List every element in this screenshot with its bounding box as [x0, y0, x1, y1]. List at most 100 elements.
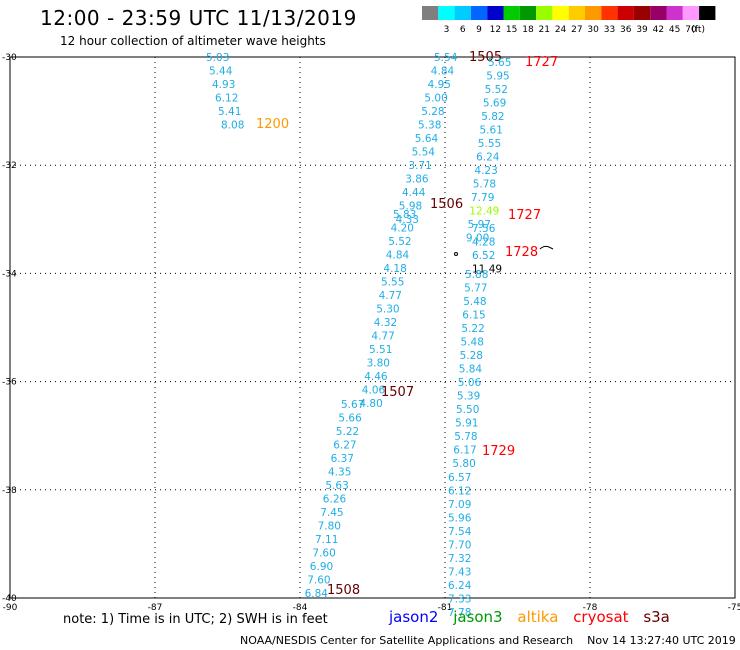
wave-height-value: 7.11 — [315, 534, 338, 546]
wave-height-value: 4.28 — [472, 237, 495, 249]
wave-height-value: 5.65 — [488, 57, 511, 69]
scale-label: 30 — [587, 25, 599, 35]
wave-height-value: 6.17 — [453, 445, 476, 457]
lon-tick-label: -90 — [3, 603, 18, 613]
wave-height-value: 3.86 — [405, 174, 429, 186]
scale-label: 21 — [539, 25, 550, 35]
wave-height-value: 5.83 — [393, 209, 416, 221]
island-dot — [454, 252, 458, 256]
wave-height-value: 7.60 — [307, 575, 330, 587]
wave-height-value: 4.93 — [212, 79, 235, 91]
wave-height-value: 6.12 — [215, 93, 238, 105]
wave-height-value: 5.28 — [421, 106, 444, 118]
wave-height-value: 7.45 — [320, 507, 343, 519]
wave-height-value: 5.63 — [325, 480, 348, 492]
wave-height-value: 4.33 — [396, 214, 419, 226]
wave-height-value: 5.44 — [209, 66, 233, 78]
wave-height-value: 5.64 — [415, 133, 439, 145]
wave-height-value: 7.70 — [448, 540, 471, 552]
wave-height-value: 4.84 — [431, 66, 455, 78]
wave-height-value: 7.32 — [448, 553, 471, 565]
legend-jason2: jason2 — [389, 608, 439, 626]
wave-height-value: 4.77 — [379, 290, 402, 302]
scale-unit: (ft) — [691, 25, 705, 35]
lat-tick-label: -32 — [2, 161, 17, 171]
scale-bin — [682, 6, 700, 20]
wave-height-value: 5.66 — [338, 413, 362, 425]
wave-height-value: 5.98 — [399, 201, 422, 213]
wave-height-value: 5.22 — [336, 426, 359, 438]
scale-bin — [617, 6, 634, 20]
wave-height-value: 5.88 — [465, 269, 488, 281]
wave-height-value: 5.67 — [341, 399, 364, 411]
wave-height-value: 4.35 — [328, 467, 351, 479]
wave-height-value: 5.30 — [376, 304, 399, 316]
wave-height-value: 9.00 — [466, 233, 489, 245]
wave-height-value: 6.52 — [472, 250, 495, 262]
wave-height-value: 5.54 — [434, 52, 458, 64]
wave-height-value: 6.37 — [331, 453, 354, 465]
wave-height-value: 5.55 — [381, 277, 404, 289]
wave-height-value: 7.33 — [448, 594, 471, 606]
wave-height-value: 5.69 — [483, 98, 506, 110]
scale-label: 42 — [653, 25, 664, 35]
wave-height-value: 3.80 — [367, 358, 390, 370]
scale-label: 18 — [522, 25, 534, 35]
wave-height-value: 6.26 — [323, 494, 347, 506]
wave-height-value: 4.23 — [474, 165, 497, 177]
wave-height-value: 6.27 — [333, 440, 356, 452]
wave-height-value: 6.15 — [462, 310, 485, 322]
wave-height-value: 8.08 — [221, 120, 244, 132]
scale-bin — [552, 6, 569, 20]
wave-height-value: 5.48 — [463, 296, 486, 308]
wave-height-value: 5.52 — [388, 236, 411, 248]
wave-height-value: 11.49 — [472, 264, 502, 276]
wave-height-value: 5.50 — [456, 404, 479, 416]
wave-height-value: 5.03 — [206, 52, 229, 64]
scale-bin — [601, 6, 618, 20]
wave-height-value: 4.84 — [386, 250, 410, 262]
wave-height-value: 5.51 — [369, 344, 392, 356]
wave-height-value: 5.28 — [460, 350, 483, 362]
wave-height-value: 7.80 — [318, 521, 341, 533]
lat-tick-label: -36 — [2, 378, 17, 388]
satellite-legend: jason2 jason3 altika cryosat s3a — [389, 608, 680, 626]
scale-label: 36 — [620, 25, 632, 35]
scale-bin — [438, 6, 455, 20]
scale-bin — [422, 6, 439, 20]
wave-height-value: 7.78 — [448, 607, 471, 619]
map-frame — [9, 56, 736, 599]
lat-tick-label: -30 — [2, 53, 17, 63]
track-time-label: 1728 — [505, 245, 538, 260]
wave-height-value: 6.84 — [305, 588, 329, 600]
wave-height-value: 4.77 — [371, 331, 394, 343]
scale-bin — [650, 6, 667, 20]
wave-height-value: 3.71 — [408, 160, 431, 172]
wave-height-value: 5.22 — [461, 323, 484, 335]
scale-bin — [585, 6, 602, 20]
wave-height-value: 4.18 — [383, 263, 406, 275]
scale-label: 9 — [476, 25, 482, 35]
wave-height-value: 5.38 — [418, 120, 441, 132]
wave-height-value: 5.91 — [455, 418, 478, 430]
lon-tick-label: -78 — [583, 603, 598, 613]
lon-tick-label: -81 — [438, 603, 453, 613]
legend-jason3: jason3 — [453, 608, 503, 626]
wave-height-value: 4.20 — [391, 223, 414, 235]
track-time-label: 1505 — [469, 50, 502, 65]
wave-height-value: 4.80 — [359, 398, 382, 410]
wave-height-value: 5.39 — [457, 391, 480, 403]
wave-height-value: 6.12 — [448, 486, 471, 498]
wave-height-value: 7.54 — [448, 526, 472, 538]
lat-tick-label: -34 — [2, 269, 17, 279]
wave-height-value: 7.60 — [312, 548, 335, 560]
scale-label: 24 — [555, 25, 567, 35]
wave-height-value: 6.90 — [310, 561, 333, 573]
wave-height-value: 5.82 — [481, 111, 504, 123]
wave-height-value: 5.06 — [458, 377, 482, 389]
wave-height-value: 5.97 — [468, 219, 491, 231]
wave-height-value: 4.95 — [428, 79, 451, 91]
wave-height-value: 7.43 — [448, 567, 471, 579]
wave-height-value: 12.49 — [469, 206, 499, 218]
